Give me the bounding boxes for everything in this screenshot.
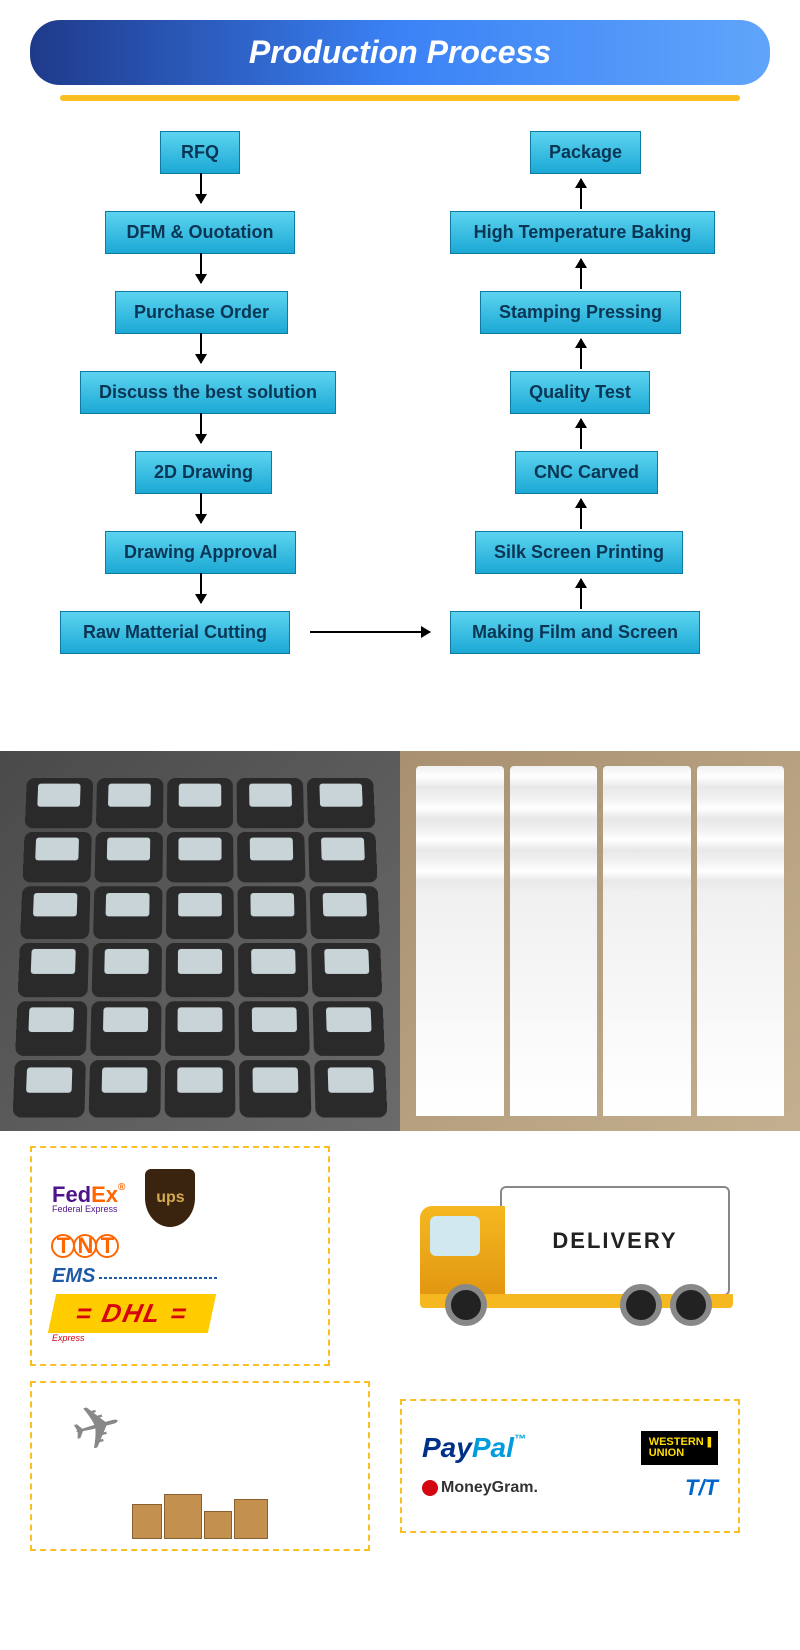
arrow-up [580,179,582,209]
node-baking: High Temperature Baking [450,211,715,254]
tnt-logo: TNT [52,1233,118,1259]
dhl-subtitle: Express [52,1333,85,1343]
arrow-down [200,573,202,603]
shipping-logos: FedEx® Federal Express ups TNT EMS = DHL… [30,1146,330,1366]
tt-logo: T/T [685,1475,718,1501]
arrow-up [580,499,582,529]
node-cutting: Raw Matterial Cutting [60,611,290,654]
fedex-subtitle: Federal Express [52,1204,125,1214]
delivery-truck: DELIVERY [360,1156,770,1356]
flowchart: RFQ DFM & Ouotation Purchase Order Discuss … [30,131,770,751]
arrow-down [200,173,202,203]
arrow-down [200,413,202,443]
photo-stacks [400,751,800,1131]
arrow-down [200,333,202,363]
shipping-illustration: ✈ [30,1381,370,1551]
payment-logos: PayPal™ WESTERN ||| UNION MoneyGram. T/T [400,1399,740,1533]
truck-label: DELIVERY [500,1186,730,1296]
ems-logo: EMS [52,1265,219,1288]
ups-logo: ups [145,1169,195,1227]
arrow-down [200,493,202,523]
photo-panels [0,751,400,1131]
node-discuss: Discuss the best solution [80,371,336,414]
western-union-logo: WESTERN ||| UNION [641,1431,718,1465]
arrow-down [200,253,202,283]
airplane-icon: ✈ [64,1388,131,1469]
boxes-icon [132,1494,268,1539]
arrow-right [310,631,430,633]
node-silk: Silk Screen Printing [475,531,683,574]
node-cnc: CNC Carved [515,451,658,494]
header-underline [60,95,740,101]
node-approval: Drawing Approval [105,531,296,574]
arrow-up [580,339,582,369]
node-2d: 2D Drawing [135,451,272,494]
node-stamp: Stamping Pressing [480,291,681,334]
dhl-logo: = DHL = [48,1294,216,1333]
node-rfq: RFQ [160,131,240,174]
node-po: Purchase Order [115,291,288,334]
node-film: Making Film and Screen [450,611,700,654]
arrow-up [580,259,582,289]
paypal-logo: PayPal™ [422,1432,526,1464]
header-banner: Production Process [30,20,770,85]
node-dfm: DFM & Ouotation [105,211,295,254]
product-photos [0,751,800,1131]
arrow-up [580,579,582,609]
node-qt: Quality Test [510,371,650,414]
node-package: Package [530,131,641,174]
moneygram-logo: MoneyGram. [422,1479,538,1497]
arrow-up [580,419,582,449]
